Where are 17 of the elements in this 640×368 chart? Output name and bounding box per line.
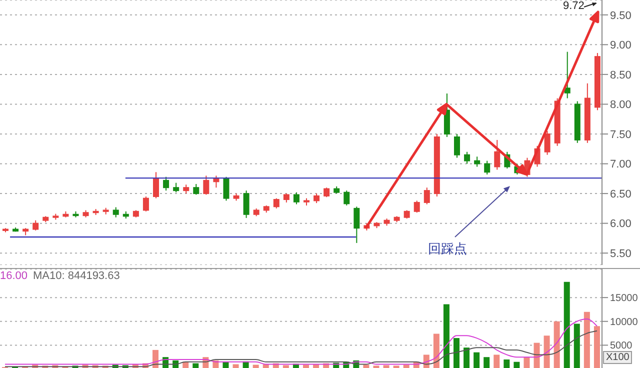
annotation: MA10: 844193.63 [33, 270, 120, 282]
y-tick-label: 7.00 [610, 158, 632, 171]
annotation: 9.72 [563, 0, 584, 12]
text: X100 [603, 351, 632, 364]
annotation: 16.00 [0, 270, 28, 282]
y-tick-label: 8.00 [610, 99, 632, 112]
y-tick-label: 5000 [610, 340, 633, 352]
y-tick-label: 8.50 [610, 69, 632, 82]
y-tick-label: 10000 [610, 316, 638, 328]
y-tick-label: 6.50 [610, 188, 632, 200]
y-tick-label: 5.50 [610, 248, 632, 260]
y-tick-label: 6.00 [610, 218, 632, 230]
y-tick-label: 15000 [610, 293, 638, 304]
y-tick-label: 9.00 [610, 40, 632, 52]
y-tick-label: 9.50 [610, 10, 632, 22]
y-tick-label: 7.50 [610, 128, 632, 141]
annotation: 回踩点 [428, 241, 467, 256]
